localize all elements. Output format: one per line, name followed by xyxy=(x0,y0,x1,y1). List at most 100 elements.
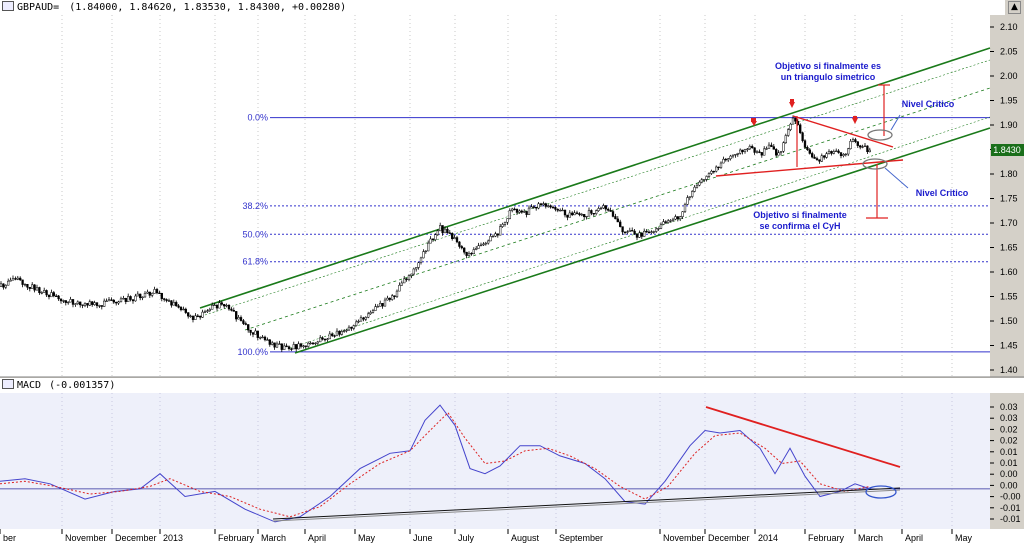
candle-body xyxy=(331,333,334,336)
candle-body xyxy=(278,343,281,345)
candle-body xyxy=(266,339,269,341)
candle-body xyxy=(787,129,790,136)
time-tick-label: September xyxy=(559,533,603,543)
indicator-icon[interactable] xyxy=(2,379,14,389)
candle-body xyxy=(640,232,643,237)
candle-body xyxy=(386,297,389,301)
candle-body xyxy=(134,295,137,302)
candle-body xyxy=(827,151,831,154)
macd-tick-label: -0.01 xyxy=(1000,514,1021,524)
candle-body xyxy=(434,234,437,240)
candle-body xyxy=(784,135,787,144)
candle-body xyxy=(592,213,595,215)
candle-body xyxy=(835,150,838,153)
candle-body xyxy=(0,283,3,287)
candle-body xyxy=(599,207,603,210)
candle-body xyxy=(458,241,461,247)
candle-body xyxy=(542,203,545,206)
chart-type-icon[interactable] xyxy=(2,1,14,11)
candle-body xyxy=(484,242,487,245)
candle-body xyxy=(184,308,187,313)
candle-body xyxy=(563,209,567,216)
candle-body xyxy=(14,278,17,280)
candle-body xyxy=(739,149,742,154)
candle-body xyxy=(806,147,809,151)
candle-body xyxy=(47,294,51,298)
fib-level-label: 61.8% xyxy=(242,257,268,267)
candle-body xyxy=(357,320,360,323)
candle-body xyxy=(143,292,147,298)
candle-body xyxy=(472,249,475,254)
candle-body xyxy=(448,232,451,234)
candle-body xyxy=(16,277,19,280)
candle-body xyxy=(100,305,103,307)
candle-body xyxy=(719,162,723,168)
candle-body xyxy=(299,343,303,347)
fib-level-label: 0.0% xyxy=(247,113,268,123)
candle-body xyxy=(496,233,499,236)
candle-body xyxy=(832,151,835,154)
candle-body xyxy=(854,139,857,142)
price-tick-label: 1.60 xyxy=(1000,267,1018,277)
candle-body xyxy=(523,211,526,213)
candle-body xyxy=(11,278,15,281)
candle-body xyxy=(655,228,658,232)
candle-body xyxy=(556,209,559,211)
price-panel-header: GBPAUD= (1.84000, 1.84620, 1.83530, 1.84… xyxy=(0,0,1005,15)
candle-body xyxy=(463,247,466,253)
candle-body xyxy=(383,299,387,307)
time-tick-label: May xyxy=(955,533,973,543)
candle-body xyxy=(254,330,257,335)
candle-body xyxy=(220,302,223,305)
scroll-up-button[interactable]: ▲ xyxy=(1008,1,1021,14)
candle-body xyxy=(381,303,384,307)
candle-body xyxy=(575,212,579,214)
candle-body xyxy=(189,315,192,318)
candle-body xyxy=(91,301,94,305)
candle-body xyxy=(530,206,533,209)
candle-body xyxy=(626,231,629,233)
candle-body xyxy=(333,335,336,337)
candle-body xyxy=(69,299,72,303)
candle-body xyxy=(376,306,379,308)
candle-body xyxy=(412,268,415,275)
candle-body xyxy=(201,311,204,318)
candle-body xyxy=(403,278,406,284)
candle-body xyxy=(62,300,65,302)
candle-body xyxy=(808,149,811,154)
candle-body xyxy=(681,211,684,217)
macd-support-line-shadow xyxy=(272,489,901,522)
candle-body xyxy=(290,348,293,350)
candle-body xyxy=(429,238,432,244)
candle-body xyxy=(239,317,243,321)
candle-body xyxy=(50,292,53,298)
candle-body xyxy=(772,146,775,150)
candle-body xyxy=(175,302,178,307)
time-tick-label: 2013 xyxy=(163,533,183,543)
candle-body xyxy=(736,152,739,155)
candle-body xyxy=(268,339,271,345)
candle-body xyxy=(779,151,783,154)
candle-body xyxy=(803,140,807,148)
candle-body xyxy=(26,283,29,288)
candle-body xyxy=(585,215,588,218)
candle-body xyxy=(105,300,108,302)
time-tick-label: April xyxy=(905,533,923,543)
candle-body xyxy=(710,170,713,174)
candle-body xyxy=(45,290,48,296)
candle-body xyxy=(79,301,82,306)
candle-body xyxy=(285,345,288,347)
candle-body xyxy=(417,262,420,268)
candle-body xyxy=(549,205,552,208)
candle-body xyxy=(391,295,394,300)
candle-body xyxy=(271,342,274,345)
candle-body xyxy=(165,299,168,301)
callout-line-upper xyxy=(890,114,901,131)
candle-body xyxy=(633,230,636,235)
candle-body xyxy=(487,240,490,244)
macd-trendlines xyxy=(272,406,901,522)
candle-body xyxy=(208,309,211,311)
candle-body xyxy=(9,279,12,282)
last-price-marker xyxy=(991,144,1024,156)
candle-body xyxy=(393,295,396,297)
